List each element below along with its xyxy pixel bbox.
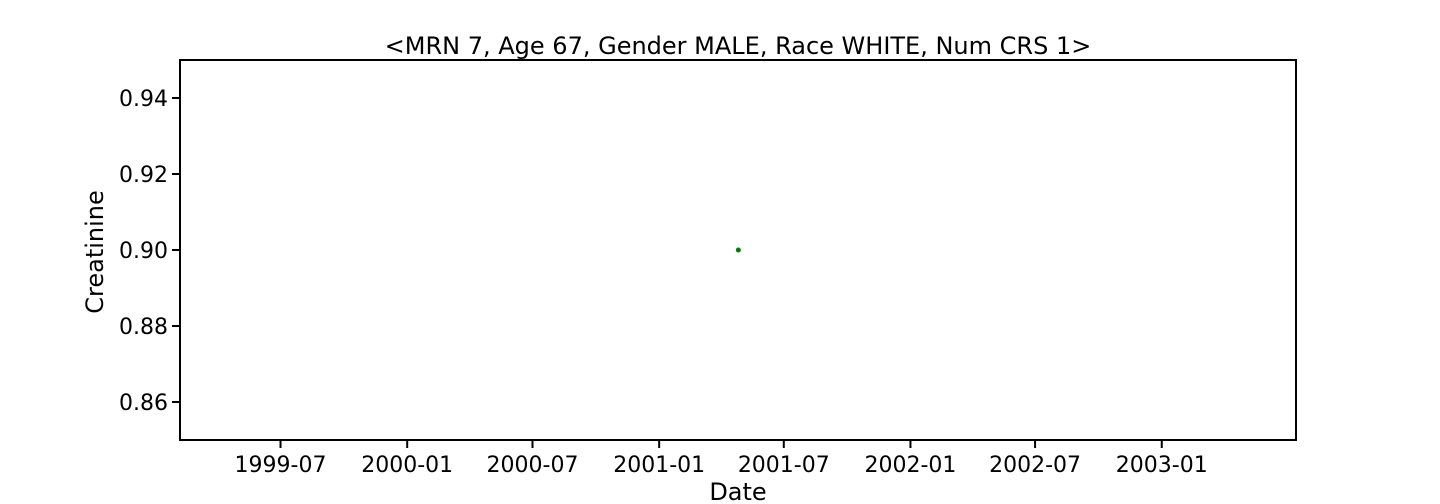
- y-axis-ticks: 0.86 0.88 0.90 0.92 0.94: [119, 87, 180, 416]
- y-tick-label: 0.86: [119, 391, 168, 416]
- x-tick-label: 2001-01: [613, 453, 705, 478]
- x-tick-label: 2002-01: [864, 453, 956, 478]
- y-tick-label: 0.90: [119, 239, 168, 264]
- x-axis-ticks: 1999-07 2000-01 2000-07 2001-01 2001-07 2002-…: [235, 440, 1208, 478]
- y-tick-label: 0.94: [119, 87, 168, 112]
- x-tick-label: 2002-07: [989, 453, 1081, 478]
- x-tick-label: 2000-01: [361, 453, 453, 478]
- y-axis-label: Creatinine: [81, 190, 109, 314]
- chart-title: <MRN 7, Age 67, Gender MALE, Race WHITE,…: [385, 32, 1092, 60]
- x-axis-label: Date: [709, 478, 766, 504]
- data-point: [735, 247, 741, 253]
- x-tick-label: 2001-07: [738, 453, 830, 478]
- y-tick-label: 0.88: [119, 315, 168, 340]
- data-points: [735, 247, 741, 253]
- y-tick-label: 0.92: [119, 163, 168, 188]
- x-tick-label: 2003-01: [1116, 453, 1208, 478]
- x-tick-label: 1999-07: [235, 453, 327, 478]
- x-tick-label: 2000-07: [487, 453, 579, 478]
